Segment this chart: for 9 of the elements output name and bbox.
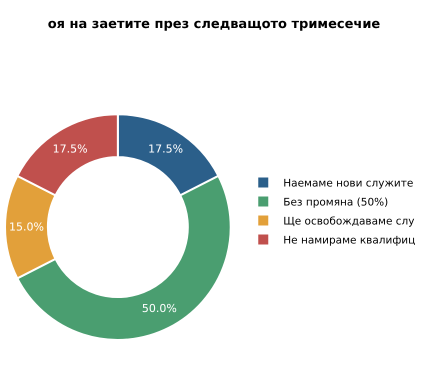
legend-label: Без промяна (50%) <box>283 196 388 209</box>
legend-label: Не намираме квалифиц <box>283 234 416 247</box>
chart-title: оя на заетите през следващото тримесечие <box>48 17 380 32</box>
data-label: 50.0% <box>142 302 177 316</box>
legend-label: Наемаме нови служите <box>283 178 414 190</box>
data-label: 17.5% <box>148 142 184 156</box>
data-label: 15.0% <box>8 220 44 234</box>
data-label: 17.5% <box>52 142 88 156</box>
legend-label: Ще освобождаваме слу <box>283 216 414 228</box>
